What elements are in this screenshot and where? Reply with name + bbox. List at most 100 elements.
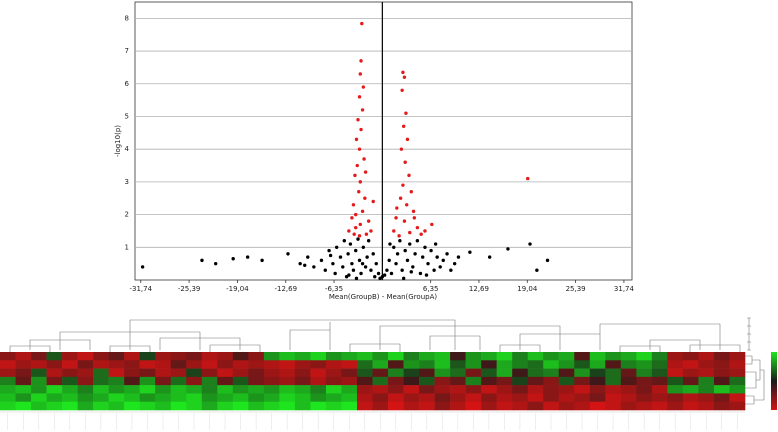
heatmap-cell bbox=[496, 393, 513, 403]
heatmap-cell bbox=[62, 376, 78, 386]
y-tick-label: 5 bbox=[125, 112, 129, 120]
heatmap-cell bbox=[481, 376, 497, 386]
heatmap-cell bbox=[636, 393, 653, 403]
heatmap-cell bbox=[201, 352, 218, 361]
point bbox=[401, 183, 405, 187]
x-tick-label: -6,35 bbox=[325, 285, 343, 293]
heatmap-cell bbox=[325, 376, 342, 386]
heatmap-cell bbox=[713, 401, 730, 411]
point bbox=[456, 255, 461, 259]
point bbox=[359, 271, 363, 276]
heatmap-cell bbox=[341, 360, 358, 369]
point bbox=[298, 261, 302, 266]
heatmap-cell bbox=[729, 352, 746, 361]
heatmap-cell bbox=[170, 352, 187, 361]
heatmap-cell bbox=[543, 368, 560, 378]
point bbox=[357, 189, 361, 194]
heatmap-cell bbox=[93, 393, 109, 403]
heatmap-cell bbox=[388, 385, 404, 394]
point bbox=[360, 261, 365, 266]
heatmap-cell bbox=[636, 352, 653, 361]
heatmap-cell bbox=[512, 368, 529, 378]
point bbox=[433, 242, 438, 246]
heatmap-cell bbox=[155, 393, 172, 403]
point bbox=[351, 268, 356, 272]
heatmap-cell bbox=[481, 360, 497, 369]
heatmap-cell bbox=[589, 393, 606, 403]
heatmap-cell bbox=[201, 393, 218, 403]
point bbox=[506, 247, 510, 251]
heatmap-cell bbox=[605, 368, 622, 378]
heatmap-cell bbox=[574, 376, 591, 386]
heatmap-cell bbox=[0, 385, 16, 394]
point bbox=[426, 261, 430, 266]
heatmap-cell bbox=[481, 368, 497, 378]
heatmap-cell bbox=[201, 401, 218, 411]
heatmap-cell bbox=[217, 360, 234, 369]
heatmap-cell bbox=[124, 376, 140, 386]
heatmap-cell bbox=[356, 376, 373, 386]
heatmap-cell bbox=[248, 393, 265, 403]
point bbox=[338, 255, 343, 259]
point bbox=[415, 225, 420, 230]
point bbox=[449, 268, 453, 272]
heatmap-cell bbox=[139, 368, 156, 378]
heatmap-cell bbox=[589, 352, 606, 361]
heatmap-cell bbox=[310, 393, 327, 403]
heatmap-cell bbox=[558, 393, 575, 403]
point bbox=[408, 242, 412, 246]
point bbox=[341, 265, 345, 269]
heatmap-cell bbox=[403, 360, 420, 369]
heatmap-cell bbox=[388, 352, 404, 361]
heatmap-cell bbox=[62, 393, 78, 403]
heatmap-cell bbox=[496, 360, 513, 369]
heatmap-cell bbox=[403, 352, 420, 361]
heatmap-cell bbox=[698, 385, 715, 394]
heatmap-cell bbox=[403, 385, 420, 394]
point bbox=[430, 222, 434, 227]
heatmap-cell bbox=[620, 393, 637, 403]
point bbox=[362, 157, 366, 161]
heatmap-cell bbox=[589, 385, 606, 394]
heatmap-cell bbox=[170, 376, 187, 386]
point bbox=[401, 124, 406, 128]
heatmap-cell bbox=[248, 385, 265, 394]
heatmap-cell bbox=[93, 401, 109, 411]
heatmap-cell bbox=[465, 385, 482, 394]
point bbox=[333, 271, 337, 276]
y-tick-label: 7 bbox=[125, 47, 129, 55]
heatmap-cell bbox=[605, 360, 622, 369]
x-tick-label: 31,74 bbox=[614, 285, 635, 293]
heatmap-cell bbox=[217, 352, 234, 361]
heatmap-cell bbox=[543, 352, 560, 361]
heatmap-cell bbox=[713, 360, 730, 369]
point bbox=[405, 137, 410, 142]
heatmap-cell bbox=[77, 393, 94, 403]
heatmap-cell bbox=[465, 352, 482, 361]
heatmap-cell bbox=[279, 360, 296, 369]
heatmap-cell bbox=[31, 368, 47, 378]
heatmap-cell bbox=[403, 401, 420, 411]
heatmap-cell bbox=[698, 368, 715, 378]
heatmap-cell bbox=[294, 401, 311, 411]
heatmap-cell bbox=[325, 385, 342, 394]
point bbox=[353, 173, 357, 178]
heatmap-cell bbox=[558, 368, 575, 378]
heatmap-cell bbox=[558, 352, 575, 361]
heatmap-cell bbox=[201, 360, 218, 369]
heatmap-cell bbox=[356, 393, 373, 403]
heatmap-cell bbox=[419, 352, 435, 361]
point bbox=[405, 258, 410, 263]
heatmap-cell bbox=[682, 393, 699, 403]
heatmap-cell bbox=[186, 360, 203, 369]
heatmap-cell bbox=[0, 393, 16, 403]
point bbox=[404, 111, 408, 115]
heatmap-cell bbox=[108, 368, 125, 378]
point bbox=[374, 261, 378, 266]
heatmap-cell bbox=[93, 360, 109, 369]
point bbox=[357, 95, 362, 99]
y-tick-label: 3 bbox=[125, 178, 129, 186]
heatmap-cell bbox=[155, 368, 172, 378]
point bbox=[398, 239, 402, 243]
heatmap-cell bbox=[512, 401, 529, 411]
